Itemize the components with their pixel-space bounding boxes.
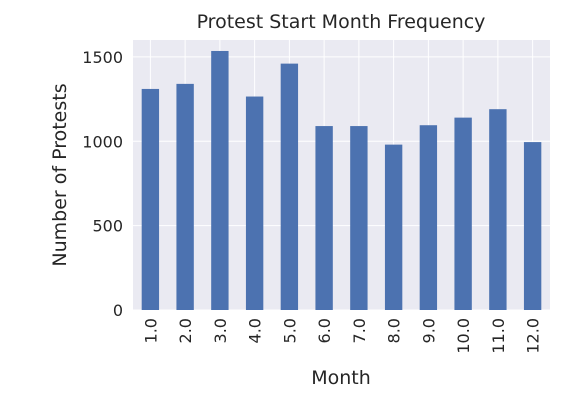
bar-4.0: [245, 96, 264, 310]
y-tick-labels: 0 500 1000 1500: [82, 48, 123, 320]
y-tick-label: 1500: [82, 48, 123, 67]
bar-7.0: [350, 126, 368, 310]
x-tick-labels: 1.0 2.0 3.0 4.0 5.0 6.0 7.0 8.0 9.0 10.0 11.0 12.0: [141, 318, 542, 354]
y-tick-label: 0: [113, 301, 123, 320]
x-tick-label: 7.0: [350, 318, 369, 343]
x-tick-label: 11.0: [489, 318, 508, 354]
x-tick-label: 8.0: [385, 318, 404, 343]
bar-10.0: [454, 117, 472, 310]
bar-3.0: [211, 50, 229, 310]
bar-6.0: [315, 126, 333, 310]
plot-area: [133, 40, 550, 310]
bar-11.0: [489, 109, 507, 310]
bar-8.0: [384, 144, 403, 310]
bar-9.0: [419, 125, 438, 310]
bar-2.0: [176, 83, 194, 310]
x-tick-label: 6.0: [315, 318, 334, 343]
x-tick-label: 5.0: [280, 318, 299, 343]
x-tick-label: 9.0: [419, 318, 438, 343]
y-axis-label: Number of Protests: [49, 83, 71, 266]
x-tick-label: 12.0: [524, 318, 543, 354]
bar-12.0: [523, 142, 542, 310]
x-tick-label: 2.0: [176, 318, 195, 343]
y-tick-label: 1000: [82, 132, 123, 151]
x-tick-label: 1.0: [141, 318, 160, 343]
x-tick-label: 4.0: [246, 318, 265, 343]
bar-1.0: [141, 88, 160, 310]
x-axis-label: Month: [311, 367, 371, 389]
bars: [141, 50, 542, 310]
x-tick-label: 10.0: [454, 318, 473, 354]
bar-5.0: [280, 63, 299, 310]
y-tick-label: 500: [92, 217, 123, 236]
x-tick-label: 3.0: [211, 318, 230, 343]
chart-title: Protest Start Month Frequency: [197, 11, 486, 33]
